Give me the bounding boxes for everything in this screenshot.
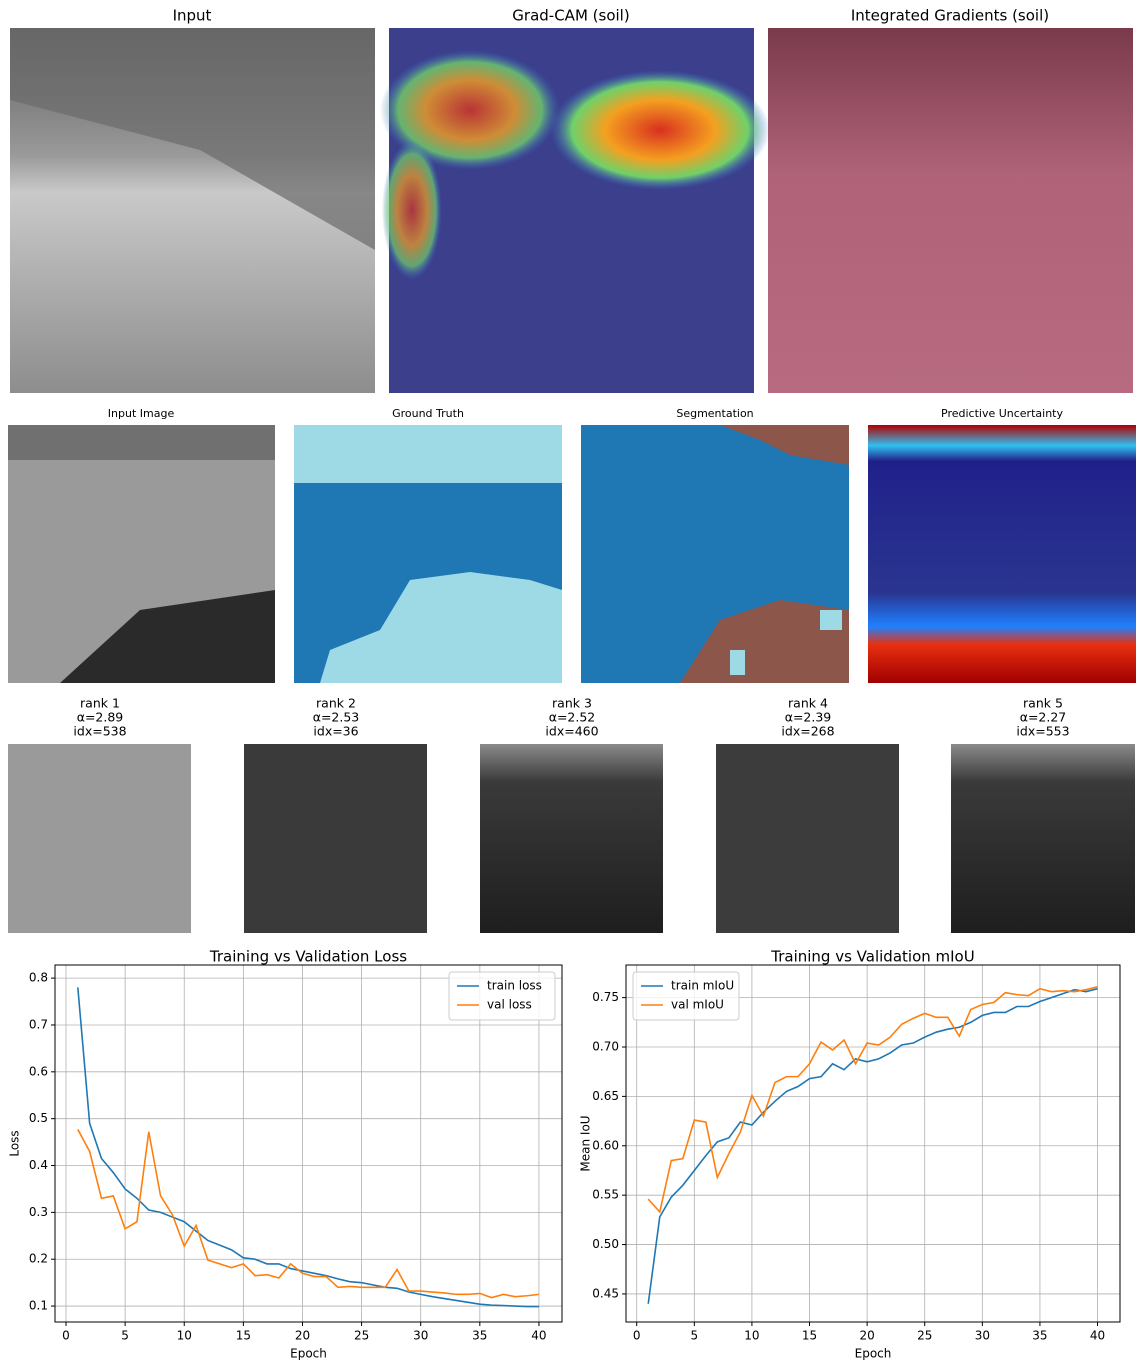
y-tick-label: 0.5: [29, 1111, 48, 1125]
caption: idx=36: [313, 724, 358, 739]
line-series: [647, 985, 1098, 1214]
x-tick-label: 35: [1032, 1329, 1047, 1343]
x-tick-label: 25: [917, 1329, 932, 1343]
y-tick-label: 0.6: [29, 1064, 48, 1078]
legend-label: train mIoU: [671, 979, 734, 993]
y-tick-label: 0.50: [592, 1237, 619, 1251]
x-tick-label: 30: [975, 1329, 990, 1343]
x-tick-label: 0: [62, 1329, 70, 1343]
legend-label: train loss: [487, 979, 542, 993]
panel-title: Integrated Gradients (soil): [851, 7, 1049, 25]
y-tick-label: 0.55: [592, 1188, 619, 1202]
caption: α=2.52: [549, 710, 596, 725]
x-tick-label: 20: [295, 1329, 310, 1343]
caption: α=2.53: [313, 710, 360, 725]
image-ground-truth: [294, 425, 562, 683]
y-tick-label: 0.1: [29, 1299, 48, 1313]
x-tick-label: 10: [177, 1329, 192, 1343]
image-uncertainty: [868, 425, 1136, 683]
panel-title: Predictive Uncertainty: [941, 407, 1063, 420]
chart-title: Training vs Validation mIoU: [770, 948, 974, 966]
caption: rank 5: [1023, 696, 1063, 711]
caption: α=2.89: [77, 710, 124, 725]
y-tick-label: 0.45: [592, 1286, 619, 1300]
image-retrieved: [8, 744, 191, 933]
x-axis-label: Epoch: [290, 1347, 327, 1361]
image-retrieved: [480, 744, 663, 933]
axes-frame: [625, 964, 1121, 1323]
x-tick-label: 35: [472, 1329, 487, 1343]
line-series: [77, 1129, 540, 1299]
x-axis-label: Epoch: [855, 1347, 892, 1361]
panel-title: Ground Truth: [392, 407, 464, 420]
image-input: [10, 28, 375, 393]
image-retrieved: [951, 744, 1135, 933]
x-tick-label: 25: [354, 1329, 369, 1343]
caption: rank 1: [80, 696, 120, 711]
caption: α=2.39: [785, 710, 832, 725]
y-tick-label: 0.4: [29, 1158, 48, 1172]
y-axis-label: Mean IoU: [579, 1115, 593, 1171]
y-tick-label: 0.2: [29, 1252, 48, 1266]
axes-frame: [54, 964, 563, 1323]
legend-box: [632, 971, 740, 1021]
x-tick-label: 40: [1090, 1329, 1105, 1343]
x-tick-label: 10: [744, 1329, 759, 1343]
caption: rank 2: [316, 696, 356, 711]
image-retrieved: [244, 744, 427, 933]
chart-title: Training vs Validation Loss: [209, 948, 407, 966]
x-tick-label: 15: [802, 1329, 817, 1343]
legend-box: [448, 971, 556, 1021]
legend-label: val loss: [487, 998, 532, 1012]
line-series: [647, 987, 1098, 1304]
line-series: [77, 987, 539, 1308]
legend-label: val mIoU: [671, 998, 724, 1012]
panel-title: Input Image: [108, 407, 175, 420]
x-tick-label: 15: [236, 1329, 251, 1343]
y-tick-label: 0.3: [29, 1205, 48, 1219]
y-tick-label: 0.60: [592, 1138, 619, 1152]
y-tick-label: 0.70: [592, 1039, 619, 1053]
y-tick-label: 0.7: [29, 1017, 48, 1031]
y-tick-label: 0.65: [592, 1089, 619, 1103]
caption: idx=268: [781, 724, 834, 739]
x-tick-label: 5: [121, 1329, 129, 1343]
caption: idx=460: [545, 724, 598, 739]
caption: α=2.27: [1020, 710, 1067, 725]
panel-title: Grad-CAM (soil): [512, 7, 629, 25]
x-tick-label: 30: [413, 1329, 428, 1343]
image-integrated-gradients: [768, 28, 1133, 393]
x-tick-label: 20: [859, 1329, 874, 1343]
image-segmentation: [581, 425, 849, 683]
caption: rank 3: [552, 696, 592, 711]
caption: idx=538: [73, 724, 126, 739]
y-axis-label: Loss: [8, 1130, 22, 1156]
caption: rank 4: [788, 696, 828, 711]
image-gradcam: [380, 28, 770, 393]
x-tick-label: 40: [531, 1329, 546, 1343]
x-tick-label: 5: [690, 1329, 698, 1343]
y-tick-label: 0.8: [29, 971, 48, 985]
x-tick-label: 0: [633, 1329, 641, 1343]
image-input-2: [8, 425, 275, 683]
panel-title: Input: [173, 7, 212, 25]
y-tick-label: 0.75: [592, 990, 619, 1004]
panel-title: Segmentation: [676, 407, 753, 420]
caption: idx=553: [1016, 724, 1069, 739]
image-retrieved: [716, 744, 899, 933]
